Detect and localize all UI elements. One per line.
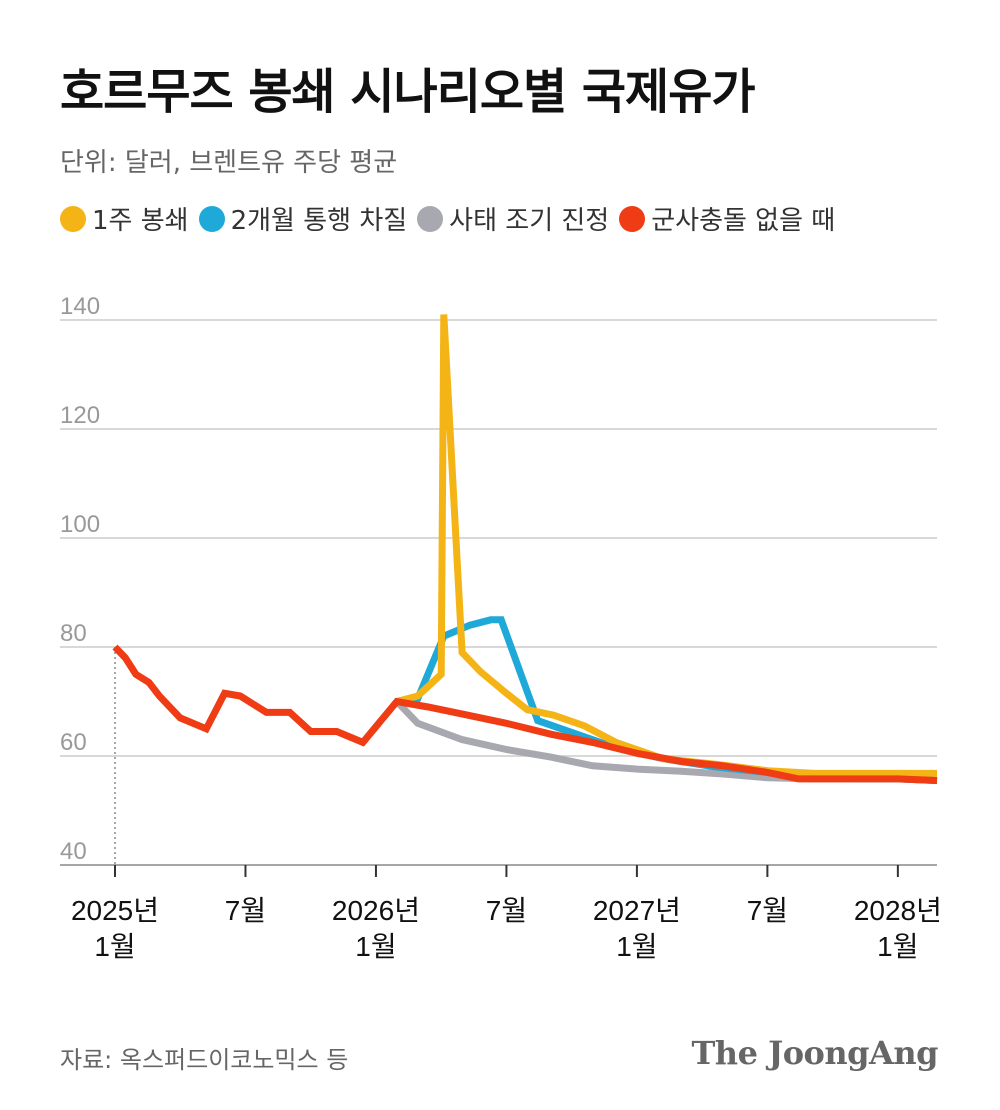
x-tick-label-6-line2: 1월 <box>877 931 918 962</box>
legend: 1주 봉쇄 2개월 통행 차질 사태 조기 진정 군사충돌 없을 때 <box>60 200 845 237</box>
x-tick-label-5: 7월 <box>747 895 788 926</box>
x-tick-label-0: 2025년 <box>71 895 159 926</box>
legend-label-two-months: 2개월 통행 차질 <box>230 206 408 236</box>
x-tick-label-3: 7월 <box>486 895 527 926</box>
x-tick-label-1: 7월 <box>225 895 266 926</box>
x-tick-label-4: 2027년 <box>593 895 681 926</box>
source-note: 자료: 옥스퍼드이코노믹스 등 <box>60 1046 349 1074</box>
y-tick-label-80: 80 <box>60 620 87 647</box>
legend-label-no-conflict: 군사충돌 없을 때 <box>651 206 836 236</box>
chart-title: 호르무즈 봉쇄 시나리오별 국제유가 <box>60 64 756 120</box>
series-line-early <box>394 699 938 784</box>
legend-label-early: 사태 조기 진정 <box>449 206 610 236</box>
x-tick-label-0-line2: 1월 <box>94 931 135 962</box>
x-tick-label-2-line2: 1월 <box>355 931 396 962</box>
legend-swatch-no-conflict <box>619 205 646 232</box>
legend-item-early: 사태 조기 진정 <box>417 200 609 237</box>
legend-item-week1: 1주 봉쇄 <box>60 200 189 237</box>
legend-swatch-two-months <box>198 205 225 232</box>
unit-label: 단위: 달러, 브렌트유 주당 평균 <box>60 148 398 178</box>
legend-item-no-conflict: 군사충돌 없을 때 <box>619 200 835 237</box>
legend-label-week1: 1주 봉쇄 <box>92 206 189 236</box>
x-tick-label-6: 2028년 <box>854 895 942 926</box>
legend-swatch-week1 <box>60 205 86 232</box>
y-tick-label-100: 100 <box>60 511 100 538</box>
y-tick-label-40: 40 <box>60 838 87 865</box>
y-tick-label-140: 140 <box>60 293 100 320</box>
series-line-week1 <box>395 314 937 777</box>
legend-swatch-early <box>417 205 444 232</box>
legend-item-two-months: 2개월 통행 차질 <box>198 200 408 237</box>
line-chart: 40 60 80 100 120 140 2025년 1월 7월 2026년 1월 7월 2027년 1월… <box>60 293 942 962</box>
x-tick-label-4-line2: 1월 <box>616 931 657 962</box>
y-tick-label-60: 60 <box>60 729 87 756</box>
y-tick-label-120: 120 <box>60 402 100 429</box>
series-line-noConflict <box>112 644 938 784</box>
x-tick-label-2: 2026년 <box>332 895 420 926</box>
brand-logo: The JoongAng <box>691 1034 938 1072</box>
